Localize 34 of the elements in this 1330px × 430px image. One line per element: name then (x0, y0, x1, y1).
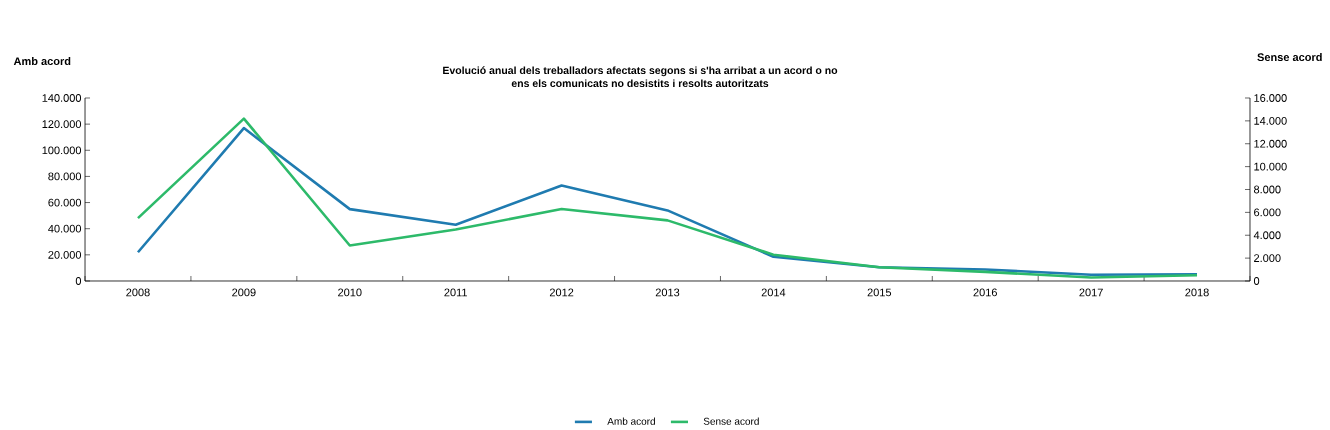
y-tick-label: 20.000 (48, 250, 82, 259)
x-tick-label: 2011 (444, 288, 467, 297)
y-tick-label: 80.000 (48, 172, 82, 181)
chart-subtitle: ens els comunicats no desistits i resolts autoritzats (511, 79, 769, 87)
x-tick-label: 2018 (1185, 288, 1209, 297)
y-tick-label: 0 (75, 276, 82, 285)
x-tick-label: 2009 (232, 288, 256, 297)
x-tick-label: 2012 (549, 288, 574, 297)
y2-tick-label: 12.000 (1254, 139, 1287, 148)
x-tick-label: 2017 (1079, 288, 1103, 297)
y2-tick-label: 0 (1253, 276, 1260, 285)
y2-tick-label: 14.000 (1254, 116, 1287, 125)
y2-tick-label: 2.000 (1254, 254, 1281, 262)
y-axis-title: Amb acord (13, 56, 71, 65)
y-tick-label: 140.000 (42, 93, 82, 102)
x-tick-label: 2010 (338, 288, 362, 297)
chart-title: Evolució anual dels treballadors afectats segons si s'ha arribat a un acord o no (443, 66, 838, 77)
x-tick-label: 2013 (655, 288, 680, 297)
y2-tick-label: 6.000 (1254, 208, 1281, 217)
y-tick-label: 120.000 (42, 120, 82, 128)
legend-label: Amb acord (607, 417, 655, 425)
y2-tick-label: 10.000 (1254, 162, 1287, 171)
y2-tick-label: 16.000 (1254, 93, 1287, 102)
y2-tick-label: 8.000 (1253, 185, 1281, 194)
x-tick-label: 2016 (973, 288, 997, 297)
y-tick-label: 60.000 (48, 198, 82, 207)
x-tick-label: 2014 (761, 288, 786, 297)
x-tick-label: 2015 (867, 288, 892, 297)
y2-axis-title: Sense acord (1257, 52, 1322, 61)
y-tick-label: 40.000 (48, 224, 82, 233)
legend-label: Sense acord (703, 417, 759, 425)
y2-tick-label: 4.000 (1253, 231, 1281, 240)
x-tick-label: 2008 (126, 288, 150, 297)
y-tick-label: 100.000 (42, 146, 82, 155)
